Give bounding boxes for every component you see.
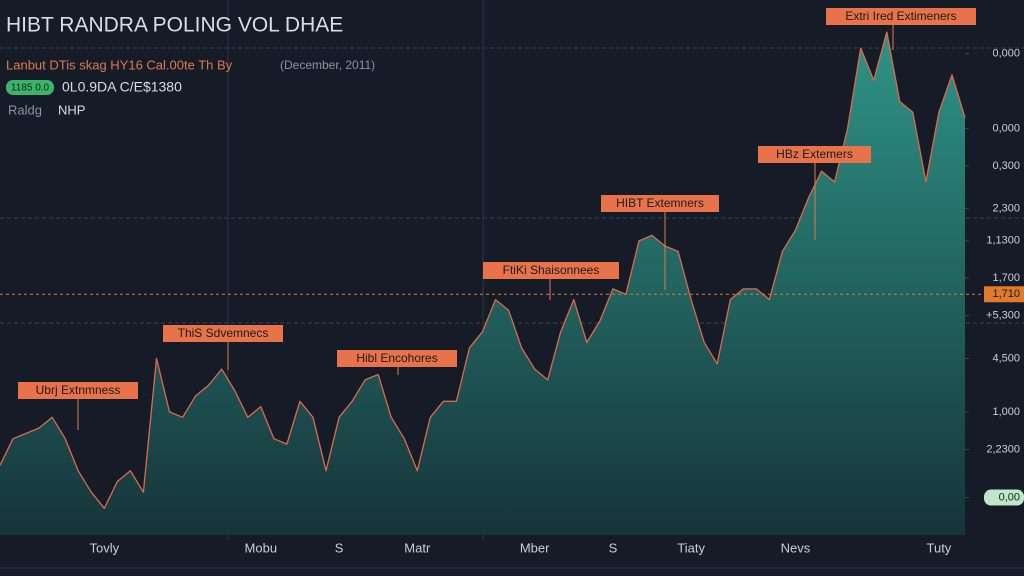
y-tick-label: 4,500 (992, 352, 1020, 364)
y-tick-label: 1,1300 (986, 235, 1020, 247)
y-tick-label: 0,000 (992, 47, 1020, 59)
y-tick-label: 1,700 (992, 272, 1020, 284)
quote: 0L0.9DA C/E$1380 (62, 79, 182, 95)
annotation-box (601, 195, 719, 212)
x-tick-label: S (609, 540, 618, 555)
plot (0, 31, 966, 535)
annotation: ThiS Sdvemnecs (178, 326, 269, 340)
x-tick-label: Mobu (245, 540, 278, 555)
area (0, 32, 965, 535)
annotation: FtiKi Shaisonnees (503, 263, 600, 277)
x-tick-label: Tuty (927, 540, 952, 555)
annotation: Hibl Encohores (356, 351, 437, 365)
y-tick-label: 0,00 (999, 491, 1020, 503)
annotation: Ubrj Extnmness (36, 383, 121, 397)
annotation-box (483, 262, 619, 279)
price-line (0, 31, 966, 509)
x-tick-label: Matr (404, 540, 431, 555)
annotation-box (337, 350, 457, 367)
annotation: HIBT Extemners (616, 196, 704, 210)
y-tick-label: 0,000 (992, 122, 1020, 134)
y-badge (984, 489, 1024, 506)
badge: 1185 0.0 (11, 83, 50, 94)
rating-value: NHP (58, 102, 85, 117)
subtitle: Lanbut DTis skag HY16 Cal.00te Th By (6, 57, 233, 72)
annotation: HBz Extemers (776, 147, 853, 161)
annotation-box (826, 8, 976, 25)
badge-bg (6, 80, 54, 95)
title: HIBT RANDRA POLING VOL DHAE (6, 14, 343, 37)
rating-label: Raldg (8, 102, 42, 117)
annotation-box (758, 146, 871, 163)
x-tick-label: Mber (520, 540, 550, 555)
date: (December, 2011) (280, 58, 375, 72)
price-label: 1,710 (992, 288, 1020, 300)
x-tick-label: Tovly (90, 540, 120, 555)
annotation: Extri Ired Extimeners (845, 9, 956, 23)
y-tick-label: +5,300 (986, 310, 1020, 322)
y-tick-label: 0,300 (992, 160, 1020, 172)
annotation-box (163, 325, 283, 342)
x-tick-label: Tiaty (677, 540, 705, 555)
x-tick-label: S (335, 540, 344, 555)
y-tick-label: 2,300 (992, 203, 1020, 215)
annotation-box (18, 382, 138, 399)
y-tick-label: 1,000 (992, 406, 1020, 418)
x-tick-label: Nevs (781, 540, 811, 555)
y-tick-label: 2,2300 (986, 443, 1020, 455)
price-badge (984, 286, 1024, 303)
